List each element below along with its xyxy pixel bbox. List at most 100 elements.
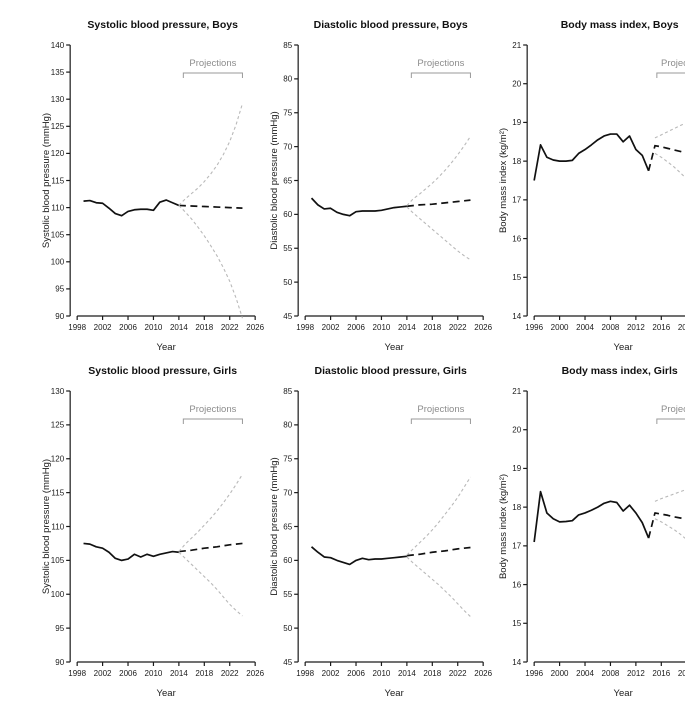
x-tick-label: 2004 (576, 669, 594, 678)
x-tick-label: 2006 (119, 669, 137, 678)
y-tick-label: 120 (51, 455, 65, 464)
y-tick-label: 70 (284, 142, 293, 151)
y-tick-label: 15 (512, 273, 521, 282)
y-tick-label: 90 (55, 312, 64, 321)
x-tick-label: 1998 (297, 323, 315, 332)
series-upper-95ci (654, 489, 685, 502)
series-projected (647, 512, 685, 539)
x-tick-label: 2020 (677, 323, 685, 332)
series-observed (311, 197, 408, 217)
series-upper-95ci (178, 474, 243, 552)
y-tick-label: 80 (284, 75, 293, 84)
y-tick-label: 100 (51, 590, 65, 599)
chart-systolic-bp-girls: Systolic blood pressure, Girls 90 95 100 105… (41, 365, 264, 699)
x-tick-label: 2014 (170, 323, 188, 332)
y-tick-label: 105 (51, 231, 65, 240)
y-axis-label: Body mass index (kg/m²) (498, 128, 509, 233)
chart-title: Systolic blood pressure, Girls (88, 365, 237, 377)
six-panel-figure: Systolic blood pressure, Boys 90 95 100 105 1… (41, 16, 685, 699)
projections-label: Projections (189, 404, 236, 415)
y-tick-label: 16 (512, 234, 521, 243)
series-lower-95ci (406, 206, 472, 261)
y-tick-label: 125 (51, 421, 65, 430)
series-observed (83, 542, 179, 562)
y-tick-label: 19 (512, 118, 521, 127)
x-axis-label: Year (157, 688, 176, 699)
y-tick-label: 95 (55, 285, 64, 294)
chart-title: Diastolic blood pressure, Boys (314, 19, 468, 31)
panel-systolic-bp-girls: Systolic blood pressure, Girls 90 95 100 105… (40, 362, 268, 708)
series-observed (83, 199, 180, 217)
x-tick-label: 2002 (94, 323, 112, 332)
y-tick-label: 90 (55, 658, 64, 667)
projections-label: Projections (418, 58, 465, 69)
series-projected (407, 199, 471, 208)
x-tick-label: 2016 (652, 669, 670, 678)
chart-systolic-bp-boys: Systolic blood pressure, Boys 90 95 100 105 1… (41, 19, 264, 353)
x-tick-label: 2000 (550, 669, 568, 678)
y-tick-label: 80 (284, 421, 293, 430)
chart-diastolic-bp-girls: Diastolic blood pressure, Girls 45 50 55 60 6… (269, 365, 492, 699)
x-tick-label: 1996 (525, 323, 543, 332)
y-axis-label: Systolic blood pressure (mmHg) (41, 459, 52, 594)
series-upper-95ci (654, 122, 685, 139)
projections-bracket (411, 72, 472, 78)
chart-bmi-boys: Body mass index, Boys 14 15 16 17 18 19 20 21 199… (498, 19, 685, 353)
y-tick-label: 125 (51, 122, 65, 131)
x-tick-label: 2008 (601, 669, 619, 678)
x-axis-label: Year (385, 342, 404, 353)
panel-bmi-girls: Body mass index, Girls 14 15 16 17 18 19 20 21 19… (497, 362, 685, 708)
chart-bmi-girls: Body mass index, Girls 14 15 16 17 18 19 20 21 19… (498, 365, 685, 699)
y-tick-label: 45 (284, 312, 293, 321)
y-tick-label: 18 (512, 503, 521, 512)
projections-label: Projections (661, 58, 685, 69)
x-tick-label: 2018 (424, 669, 442, 678)
y-tick-label: 18 (512, 157, 521, 166)
x-tick-label: 2012 (627, 323, 645, 332)
x-tick-label: 2006 (119, 323, 137, 332)
x-tick-label: 2026 (246, 669, 264, 678)
x-axis-label: Year (613, 688, 632, 699)
series-projected (647, 144, 685, 172)
series-projected (407, 546, 471, 557)
x-tick-label: 2014 (398, 669, 416, 678)
y-tick-label: 115 (51, 488, 64, 497)
x-axis-label: Year (385, 688, 404, 699)
projections-bracket (656, 72, 685, 78)
chart-title: Systolic blood pressure, Boys (87, 19, 238, 31)
y-axis-label: Diastolic blood pressure (mmHg) (269, 457, 280, 595)
panel-bmi-boys: Body mass index, Boys 14 15 16 17 18 19 20 21 199… (497, 16, 685, 362)
x-tick-label: 1996 (525, 669, 543, 678)
x-tick-label: 2026 (475, 323, 493, 332)
x-tick-label: 2022 (221, 323, 239, 332)
projections-bracket (411, 418, 472, 424)
y-tick-label: 110 (51, 203, 64, 212)
projections-label: Projections (418, 404, 465, 415)
y-axis-label: Diastolic blood pressure (mmHg) (269, 111, 280, 249)
series-upper-95ci (406, 136, 472, 206)
y-axis-label: Systolic blood pressure (mmHg) (41, 113, 52, 248)
x-tick-label: 2010 (373, 669, 391, 678)
x-tick-label: 2002 (322, 323, 340, 332)
x-tick-label: 2006 (347, 323, 365, 332)
y-tick-label: 120 (51, 149, 65, 158)
y-tick-label: 110 (51, 522, 64, 531)
y-tick-label: 20 (512, 426, 521, 435)
y-tick-label: 16 (512, 580, 521, 589)
x-tick-label: 2016 (652, 323, 670, 332)
y-tick-label: 45 (284, 658, 293, 667)
series-upper-95ci (178, 103, 243, 206)
series-observed (532, 133, 650, 181)
x-tick-label: 2022 (449, 669, 467, 678)
x-tick-label: 2008 (601, 323, 619, 332)
x-tick-label: 2014 (398, 323, 416, 332)
y-tick-label: 60 (284, 210, 293, 219)
y-tick-label: 17 (512, 542, 521, 551)
x-tick-label: 2010 (145, 669, 163, 678)
y-tick-label: 21 (512, 387, 521, 396)
y-tick-label: 135 (51, 68, 65, 77)
y-tick-label: 65 (284, 176, 293, 185)
x-tick-label: 2022 (221, 669, 239, 678)
series-lower-95ci (654, 518, 685, 540)
x-tick-label: 2020 (677, 669, 685, 678)
